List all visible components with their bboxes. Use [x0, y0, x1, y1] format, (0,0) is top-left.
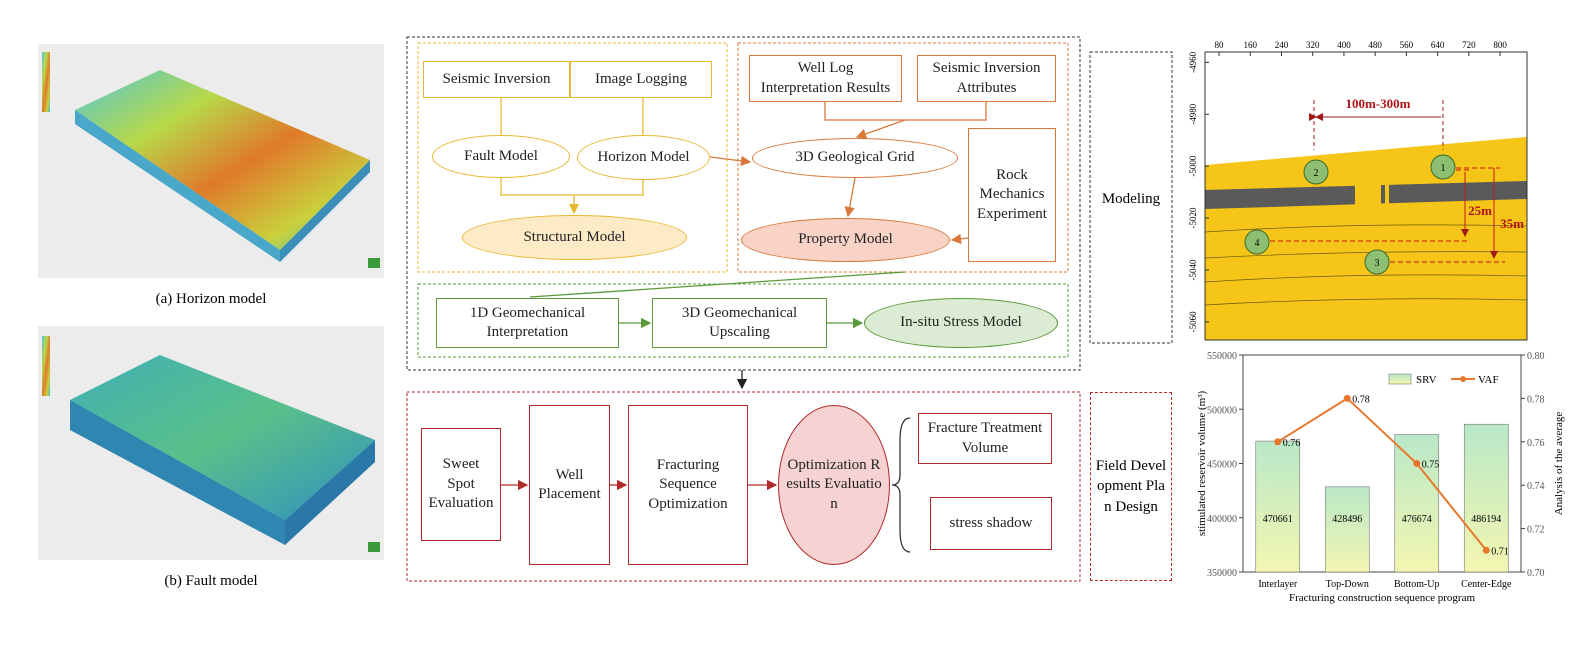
x-tick-label: 480 [1368, 40, 1382, 50]
y-tick-label: 400000 [1207, 514, 1237, 525]
side-label: Field Development Plan Design [1090, 392, 1172, 581]
legend-label: VAF [1478, 374, 1499, 386]
point-label: 0.76 [1283, 438, 1301, 449]
x-tick-label: 400 [1337, 40, 1351, 50]
flow-node: Seismic Inversion [423, 61, 570, 98]
well [1303, 159, 1329, 185]
x-axis-label: Fracturing construction sequence program [1289, 592, 1475, 604]
x-tick-label: 560 [1400, 40, 1414, 50]
y2-tick-label: 0.70 [1527, 568, 1545, 579]
y-tick-label: 450000 [1207, 460, 1237, 471]
y-tick-label: -4980 [1188, 103, 1198, 124]
side-box [1089, 51, 1173, 344]
flow-node: Property Model [741, 218, 950, 262]
y-tick-label: 500000 [1207, 405, 1237, 416]
flow-node: Fracture Treatment Volume [918, 413, 1052, 464]
y2-axis-label: Analysis of the average [1553, 412, 1565, 516]
point-label: 0.75 [1422, 460, 1440, 471]
connectors [500, 98, 987, 553]
flow-node: Rock Mechanics Experiment [968, 128, 1056, 262]
bar-label: 486194 [1471, 514, 1501, 525]
bar [1255, 440, 1301, 573]
well-label: 2 [1314, 168, 1319, 179]
y-axis-label: stimulated reservoir volume (m³) [1196, 390, 1208, 536]
flow-node: Fracturing Sequence Optimization [628, 405, 748, 565]
flow-node: Optimization Results Evaluation [778, 405, 890, 565]
y2-tick-label: 0.72 [1527, 525, 1545, 536]
cross-section [1204, 51, 1528, 341]
well [1364, 249, 1390, 275]
containers [406, 36, 1081, 582]
x-tick-label: 800 [1493, 40, 1507, 50]
y2-tick-label: 0.78 [1527, 394, 1545, 405]
y2-tick-label: 0.80 [1527, 351, 1545, 362]
vaf-point [1482, 546, 1490, 554]
vaf-point [1274, 438, 1282, 446]
srv-vaf-chart: 350000 400000 450000 500000 550000 0.70 0.72 0.… [1196, 351, 1565, 604]
y-tick-label: -5020 [1188, 207, 1198, 228]
well-label: 4 [1255, 238, 1260, 249]
bar [1324, 486, 1370, 573]
legend-swatch [1460, 376, 1466, 382]
well [1430, 154, 1456, 180]
flow-node: In-situ Stress Model [864, 298, 1058, 348]
flow-node: Horizon Model [577, 135, 710, 180]
flow-node: Image Logging [570, 61, 712, 98]
y-tick-label: 550000 [1207, 351, 1237, 362]
annotation: 100m-300m [1346, 96, 1411, 111]
flow-node: 1D Geomechanical Interpretation [436, 298, 619, 348]
point-label: 0.78 [1352, 394, 1370, 405]
bar-label: 428496 [1332, 514, 1362, 525]
well [1244, 229, 1270, 255]
flow-node: Well Log Interpretation Results [749, 55, 902, 102]
x-tick-label: 240 [1275, 40, 1289, 50]
side-label: Modeling [1102, 191, 1161, 207]
x-tick-label: Interlayer [1258, 579, 1298, 590]
flow-node: Fault Model [432, 135, 570, 178]
vaf-point [1343, 394, 1351, 402]
bar-label: 470661 [1263, 514, 1293, 525]
x-tick-label: 80 [1215, 40, 1225, 50]
horizon-model-image [38, 44, 384, 278]
x-tick-label: 640 [1431, 40, 1445, 50]
vaf-point [1413, 460, 1421, 467]
fault-model-image [38, 326, 384, 560]
legend-swatch [1388, 373, 1412, 385]
flow-node: Sweet Spot Evaluation [421, 428, 501, 541]
x-tick-label: 720 [1462, 40, 1476, 50]
bar-label: 476674 [1402, 514, 1432, 525]
y2-tick-label: 0.76 [1527, 438, 1545, 449]
flow-node: Seismic Inversion Attributes [917, 55, 1056, 102]
bar [1394, 434, 1440, 573]
legend-label: SRV [1416, 374, 1437, 386]
well-label: 1 [1441, 163, 1446, 174]
annotation: 25m [1468, 203, 1492, 218]
caption: (b) Fault model [164, 573, 257, 589]
y-tick-label: -5040 [1188, 259, 1198, 280]
y-tick-label: -5000 [1188, 155, 1198, 176]
point-label: 0.71 [1491, 546, 1509, 557]
y-tick-label: -4960 [1188, 51, 1198, 72]
flow-node: Well Placement [529, 405, 610, 565]
flow-node: stress shadow [930, 497, 1052, 550]
y-tick-label: -5060 [1188, 311, 1198, 332]
annotation: 35m [1500, 216, 1524, 231]
vaf-line [1277, 397, 1488, 551]
y-tick-label: 350000 [1207, 568, 1237, 579]
x-tick-label: 320 [1306, 40, 1320, 50]
y2-tick-label: 0.74 [1527, 481, 1545, 492]
flow-node: 3D Geological Grid [752, 138, 958, 178]
x-tick-label: Bottom-Up [1394, 579, 1440, 590]
flow-node: 3D Geomechanical Upscaling [652, 298, 827, 348]
caption: (a) Horizon model [156, 291, 267, 307]
well-label: 3 [1375, 258, 1380, 269]
x-tick-label: Center-Edge [1461, 579, 1512, 590]
x-tick-label: Top-Down [1326, 579, 1369, 590]
flow-node: Structural Model [462, 215, 687, 260]
x-tick-label: 160 [1244, 40, 1258, 50]
